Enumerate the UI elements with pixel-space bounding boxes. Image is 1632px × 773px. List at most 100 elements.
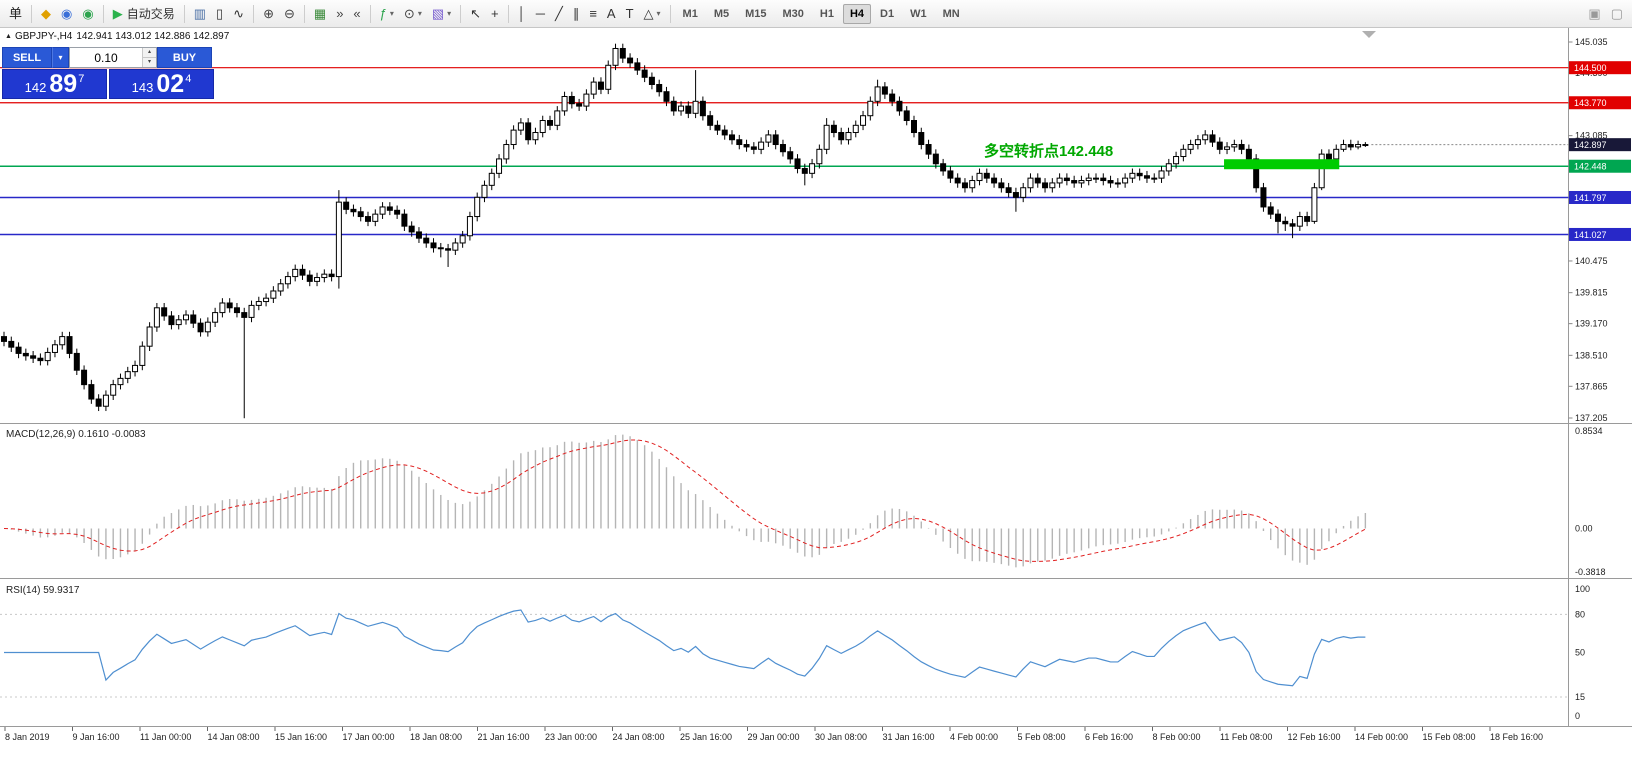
pivot-annotation-text[interactable]: 多空转折点142.448 — [984, 143, 1114, 160]
dropdown-caret-icon[interactable]: ▾ — [389, 9, 394, 18]
sell-price-display[interactable]: 142 89 7 — [2, 69, 107, 99]
candle-body — [445, 248, 452, 251]
candle-body — [1151, 177, 1158, 180]
trade-options-caret-icon[interactable]: ▾ — [52, 47, 69, 68]
toolbox-icon[interactable]: ◆ — [37, 3, 55, 25]
bar-chart-icon[interactable]: ▥ — [190, 3, 210, 25]
candle-body — [983, 172, 990, 179]
candle-body — [452, 242, 459, 251]
candle-body — [241, 312, 248, 318]
candle-body — [1340, 144, 1347, 150]
crosshair-icon: + — [491, 6, 499, 21]
cursor-icon: ↖ — [470, 6, 482, 21]
candle-body — [117, 377, 124, 386]
toolbar-separator — [303, 4, 305, 23]
vertical-line-icon[interactable]: │ — [514, 3, 530, 25]
time-axis-label: 8 Jan 2019 — [5, 732, 50, 742]
buy-price-base: 143 — [131, 79, 154, 95]
candle-body — [110, 384, 117, 396]
buy-button[interactable]: BUY — [157, 47, 212, 68]
candle-body — [263, 297, 270, 303]
horizontal-line-icon[interactable]: ─ — [532, 3, 549, 25]
autotrading-button[interactable]: ▶ 自动交易 — [109, 3, 179, 25]
label-icon[interactable]: T — [622, 3, 638, 25]
profiles-icon[interactable]: ◉ — [57, 3, 76, 25]
new-order-button-icon: 单 — [9, 6, 23, 21]
candle-body — [1136, 172, 1143, 177]
cursor-icon[interactable]: ↖ — [466, 3, 485, 25]
timeframe-button-m30[interactable]: M30 — [782, 7, 804, 20]
time-axis-label: 15 Feb 08:00 — [1423, 732, 1476, 742]
community-icon[interactable]: ◉ — [78, 3, 97, 25]
candle-body — [721, 129, 728, 136]
candle-body — [299, 268, 306, 276]
restore-window-icon[interactable]: ▢ — [1607, 3, 1627, 25]
zoom-out-icon: ⊖ — [283, 6, 295, 21]
buy-price-display[interactable]: 143 02 4 — [109, 69, 214, 99]
candle-body — [1216, 141, 1223, 150]
timeframe-button-d1[interactable]: D1 — [880, 7, 895, 20]
candle-body — [488, 172, 495, 186]
fibonacci-icon[interactable]: ≡ — [585, 3, 601, 25]
chart-window-icon[interactable]: ▣ — [1584, 3, 1604, 25]
price-axis-label: 139.170 — [1575, 319, 1608, 329]
templates-icon[interactable]: ▧ ▾ — [428, 3, 455, 25]
line-chart-icon[interactable]: ∿ — [229, 3, 248, 25]
candle-body — [947, 170, 954, 179]
time-axis-label: 9 Jan 16:00 — [73, 732, 120, 742]
timeframe-button-m1[interactable]: M1 — [682, 7, 698, 20]
chart-window-icon: ▣ — [1588, 6, 1601, 21]
candle-body — [153, 307, 160, 328]
timeframe-button-mn[interactable]: MN — [942, 7, 960, 20]
candle-body — [707, 115, 714, 126]
community-icon: ◉ — [82, 6, 94, 21]
timeframe-button-m5[interactable]: M5 — [713, 7, 730, 20]
candle-body — [1085, 177, 1092, 182]
lot-increase-button[interactable]: ▴ — [143, 48, 156, 58]
candle-body — [81, 369, 88, 386]
restore-window-icon: ▢ — [1610, 6, 1623, 21]
time-axis-label: 24 Jan 08:00 — [613, 732, 665, 742]
dropdown-caret-icon[interactable]: ▾ — [447, 9, 452, 18]
time-axis-label: 17 Jan 00:00 — [343, 732, 395, 742]
timeframe-button-h1[interactable]: H1 — [819, 7, 834, 20]
candle-body — [597, 81, 604, 90]
lot-decrease-button[interactable]: ▾ — [143, 58, 156, 67]
timeframe-button-w1[interactable]: W1 — [910, 7, 927, 20]
new-order-button[interactable]: 单 — [5, 3, 26, 25]
dropdown-caret-icon[interactable]: ▾ — [656, 9, 661, 18]
trendline-icon[interactable]: ╱ — [551, 3, 567, 25]
chart-shift-icon[interactable]: « — [349, 3, 364, 25]
candlestick-chart-icon[interactable]: ▯ — [212, 3, 227, 25]
candle-body — [95, 398, 102, 407]
candle-body — [146, 326, 153, 347]
time-axis-label: 14 Feb 00:00 — [1355, 732, 1408, 742]
pivot-highlight-zone[interactable] — [1224, 159, 1340, 170]
text-icon[interactable]: A — [603, 3, 620, 25]
dropdown-caret-icon[interactable]: ▾ — [417, 9, 422, 18]
auto-scroll-icon[interactable]: » — [332, 3, 347, 25]
timeframe-button-h4[interactable]: H4 — [842, 3, 872, 24]
toolbar-right-group: ▣ ▢ — [1583, 3, 1628, 25]
tile-windows-icon[interactable]: ▦ — [310, 3, 330, 25]
timeframe-button-m15[interactable]: M15 — [745, 7, 767, 20]
channel-icon[interactable]: ∥ — [569, 3, 584, 25]
zoom-in-icon[interactable]: ⊕ — [259, 3, 278, 25]
periods-icon[interactable]: ⊙ ▾ — [400, 3, 426, 25]
label-icon: T — [625, 6, 634, 21]
candle-body — [1245, 148, 1252, 160]
candle-body — [415, 231, 422, 239]
zoom-out-icon[interactable]: ⊖ — [280, 3, 299, 25]
crosshair-icon[interactable]: + — [487, 3, 503, 25]
price-axis-label: 139.815 — [1575, 288, 1608, 298]
time-axis-label: 4 Feb 00:00 — [950, 732, 998, 742]
chart-ohlc-values: 142.941 143.012 142.886 142.897 — [76, 31, 230, 42]
rsi-axis-label: 50 — [1575, 648, 1585, 658]
candle-body — [1318, 153, 1325, 189]
shapes-icon[interactable]: △ ▾ — [640, 3, 665, 25]
candle-body — [314, 277, 321, 282]
lot-size-input[interactable] — [70, 48, 142, 67]
sell-button[interactable]: SELL — [2, 47, 52, 68]
candle-body — [423, 237, 430, 244]
indicators-icon[interactable]: ƒ ▾ — [376, 3, 398, 25]
